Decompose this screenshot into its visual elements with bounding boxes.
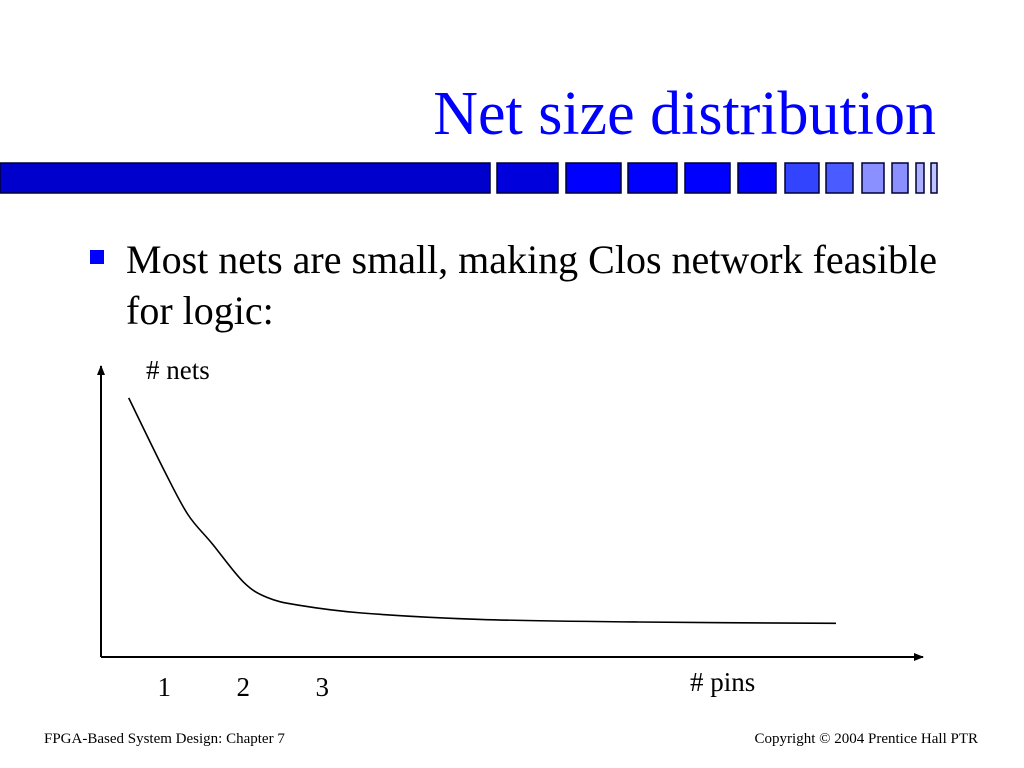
series-line: [127, 397, 837, 625]
x-tick-label: 3: [316, 672, 330, 702]
bullet-text: Most nets are small, making Clos network…: [126, 237, 937, 333]
stripe-segment: [861, 162, 885, 194]
bullet-marker: [90, 250, 104, 264]
title-stripe-bar: [0, 162, 938, 194]
net-size-chart: # nets # pins 1 2 3: [97, 355, 924, 702]
x-tick-labels: 1 2 3: [157, 672, 329, 702]
footer-right-text: Copyright © 2004 Prentice Hall PTR: [754, 731, 978, 747]
y-axis-label: # nets: [146, 355, 210, 385]
stripe-segment: [930, 162, 938, 194]
x-tick-label: 1: [157, 672, 171, 702]
footer-left-text: FPGA-Based System Design: Chapter 7: [44, 731, 285, 747]
stripe-segment: [565, 162, 622, 194]
stripe-segment: [784, 162, 820, 194]
stripe-segment: [684, 162, 731, 194]
stripe-segment: [891, 162, 909, 194]
x-axis-label: # pins: [690, 667, 755, 697]
stripe-segment: [496, 162, 559, 194]
slide-title: Net size distribution: [433, 80, 936, 148]
stripe-segment: [0, 162, 491, 194]
stripe-segment: [627, 162, 678, 194]
stripe-segment: [737, 162, 777, 194]
x-tick-label: 2: [237, 672, 251, 702]
stripe-segment: [915, 162, 925, 194]
stripe-segment: [825, 162, 854, 194]
